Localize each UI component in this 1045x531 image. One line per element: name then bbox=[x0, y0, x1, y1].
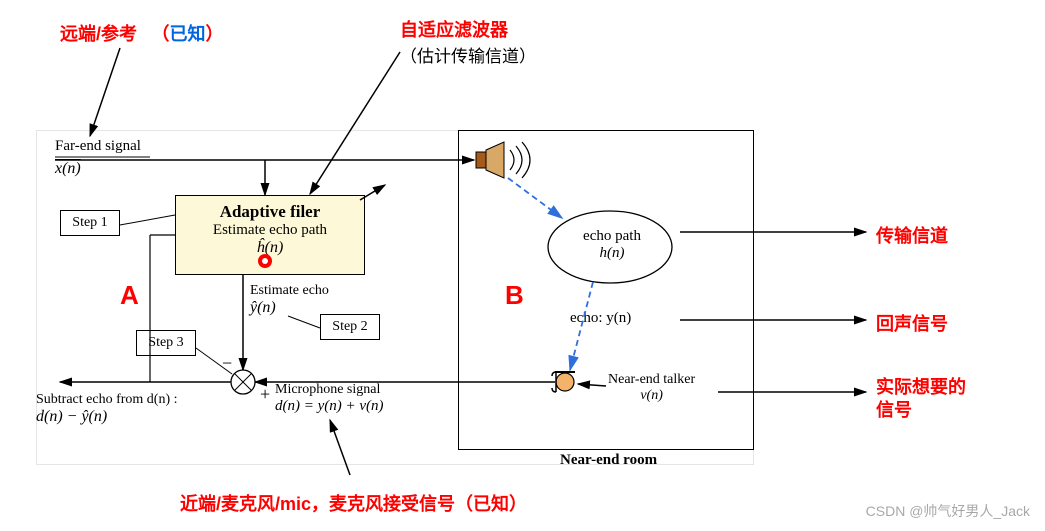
ptr-farend bbox=[90, 48, 120, 136]
line-vn bbox=[578, 384, 606, 386]
echo-path-ellipse bbox=[548, 211, 672, 283]
ptr-adaptive bbox=[310, 52, 400, 194]
diagram-svg bbox=[0, 0, 1045, 531]
step3-line bbox=[196, 348, 232, 374]
speaker-icon bbox=[476, 142, 530, 178]
step1-line bbox=[120, 215, 175, 225]
step2-line bbox=[288, 316, 320, 328]
mic-circle bbox=[556, 373, 574, 391]
adaptive-ne-arrow bbox=[360, 185, 385, 200]
blue-arrow-2 bbox=[570, 282, 593, 370]
blue-arrow-1 bbox=[508, 178, 562, 218]
watermark: CSDN @帅气好男人_Jack bbox=[866, 501, 1030, 521]
ptr-mic bbox=[330, 420, 350, 475]
